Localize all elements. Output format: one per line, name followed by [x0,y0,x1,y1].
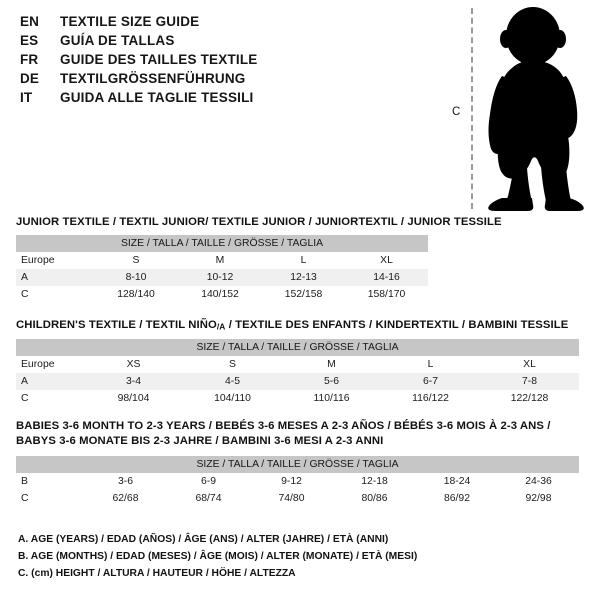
cell: 92/98 [498,490,579,507]
table-band-header: SIZE / TALLA / TAILLE / GRÖSSE / TAGLIA [16,338,579,356]
section-title-children: CHILDREN'S TEXTILE / TEXTIL NIÑO/A / TEX… [16,319,579,332]
row-label: C [16,389,84,407]
table-row: C 128/140 140/152 152/158 158/170 [16,286,429,303]
band-label: SIZE / TALLA / TAILLE / GRÖSSE / TAGLIA [16,338,579,356]
language-title: GUÍA DE TALLAS [60,33,175,48]
language-title: TEXTILE SIZE GUIDE [60,14,200,29]
table-row: A 3-4 4-5 5-6 6-7 7-8 [16,372,579,390]
section-title-babies: BABIES 3-6 MONTH TO 2-3 YEARS / BEBÉS 3-… [16,419,579,449]
language-row-de: DE TEXTILGRÖSSENFÜHRUNG [20,71,440,90]
height-dashed-line [471,8,473,209]
cell: 9-12 [250,473,333,490]
cell: XS [84,355,183,373]
section-title-children-main: CHILDREN'S TEXTILE / TEXTIL NIÑO [16,319,217,331]
cell: XL [480,355,579,373]
cell: 6-9 [167,473,250,490]
cell: 104/110 [183,389,282,407]
language-code: DE [20,71,39,86]
section-title-children-rest: / TEXTILE DES ENFANTS / KINDERTEXTIL / B… [225,319,569,331]
row-label: C [16,286,94,303]
table-band-header: SIZE / TALLA / TAILLE / GRÖSSE / TAGLIA [16,456,579,473]
cell: 152/158 [262,286,345,303]
table-row: A 8-10 10-12 12-13 14-16 [16,269,429,286]
table-row: C 62/68 68/74 74/80 80/86 86/92 92/98 [16,490,579,507]
legend-row-a: A. AGE (YEARS) / EDAD (AÑOS) / ÂGE (ANS)… [18,534,389,545]
language-title-list: EN TEXTILE SIZE GUIDE ES GUÍA DE TALLAS … [20,14,440,109]
cell: L [381,355,480,373]
legend-row-c: C. (cm) HEIGHT / ALTURA / HAUTEUR / HÖHE… [18,568,296,579]
language-title: GUIDE DES TAILLES TEXTILE [60,52,258,67]
table-row: Europe XS S M L XL [16,355,579,373]
cell: 116/122 [381,389,480,407]
cell: 86/92 [416,490,498,507]
size-table-junior: SIZE / TALLA / TAILLE / GRÖSSE / TAGLIA … [16,235,429,303]
language-code: ES [20,33,39,48]
cell: 68/74 [167,490,250,507]
language-row-fr: FR GUIDE DES TAILLES TEXTILE [20,52,440,71]
cell: 12-13 [262,269,345,286]
section-title-babies-line2: BABYS 3-6 MONATE BIS 2-3 JAHRE / BAMBINI… [16,435,384,447]
legend-block: A. AGE (YEARS) / EDAD (AÑOS) / ÂGE (ANS)… [18,531,488,582]
language-code: FR [20,52,39,67]
cell: 24-36 [498,473,579,490]
size-table-children: SIZE / TALLA / TAILLE / GRÖSSE / TAGLIA … [16,338,579,407]
height-measure-illustration: C [440,6,592,211]
table-band-header: SIZE / TALLA / TAILLE / GRÖSSE / TAGLIA [16,235,429,252]
cell: XL [345,252,429,269]
section-junior: JUNIOR TEXTILE / TEXTIL JUNIOR/ TEXTILE … [16,216,502,303]
cell: 158/170 [345,286,429,303]
cell: S [183,355,282,373]
language-title: TEXTILGRÖSSENFÜHRUNG [60,71,246,86]
cell: 62/68 [84,490,167,507]
table-row: B 3-6 6-9 9-12 12-18 18-24 24-36 [16,473,579,490]
cell: 8-10 [94,269,178,286]
cell: 140/152 [178,286,262,303]
cell: L [262,252,345,269]
cell: 12-18 [333,473,416,490]
cell: 122/128 [480,389,579,407]
cell: 10-12 [178,269,262,286]
language-row-it: IT GUIDA ALLE TAGLIE TESSILI [20,90,440,109]
band-label: SIZE / TALLA / TAILLE / GRÖSSE / TAGLIA [16,235,429,252]
language-code: IT [20,90,33,105]
cell: 98/104 [84,389,183,407]
row-label: A [16,372,84,390]
language-code: EN [20,14,39,29]
table-row: Europe S M L XL [16,252,429,269]
language-row-en: EN TEXTILE SIZE GUIDE [20,14,440,33]
cell: 4-5 [183,372,282,390]
cell: 128/140 [94,286,178,303]
section-babies: BABIES 3-6 MONTH TO 2-3 YEARS / BEBÉS 3-… [16,419,579,507]
cell: M [178,252,262,269]
language-title: GUIDA ALLE TAGLIE TESSILI [60,90,254,105]
row-label: C [16,490,84,507]
cell: 3-4 [84,372,183,390]
cell: M [282,355,381,373]
cell: 6-7 [381,372,480,390]
size-table-babies: SIZE / TALLA / TAILLE / GRÖSSE / TAGLIA … [16,456,579,507]
cell: 14-16 [345,269,429,286]
row-label: A [16,269,94,286]
cell: S [94,252,178,269]
row-label: Europe [16,355,84,373]
row-label: Europe [16,252,94,269]
table-row: C 98/104 104/110 110/116 116/122 122/128 [16,389,579,407]
child-silhouette-icon [488,7,584,211]
section-title-babies-line1: BABIES 3-6 MONTH TO 2-3 YEARS / BEBÉS 3-… [16,420,551,432]
cell: 74/80 [250,490,333,507]
language-row-es: ES GUÍA DE TALLAS [20,33,440,52]
cell: 5-6 [282,372,381,390]
cell: 7-8 [480,372,579,390]
section-title-junior: JUNIOR TEXTILE / TEXTIL JUNIOR/ TEXTILE … [16,216,502,228]
section-children: CHILDREN'S TEXTILE / TEXTIL NIÑO/A / TEX… [16,319,579,407]
cell: 3-6 [84,473,167,490]
section-title-children-sub: /A [216,321,226,332]
height-measure-label: C [452,106,461,118]
row-label: B [16,473,84,490]
cell: 18-24 [416,473,498,490]
cell: 80/86 [333,490,416,507]
cell: 110/116 [282,389,381,407]
legend-row-b: B. AGE (MONTHS) / EDAD (MESES) / ÂGE (MO… [18,551,418,562]
band-label: SIZE / TALLA / TAILLE / GRÖSSE / TAGLIA [16,456,579,473]
